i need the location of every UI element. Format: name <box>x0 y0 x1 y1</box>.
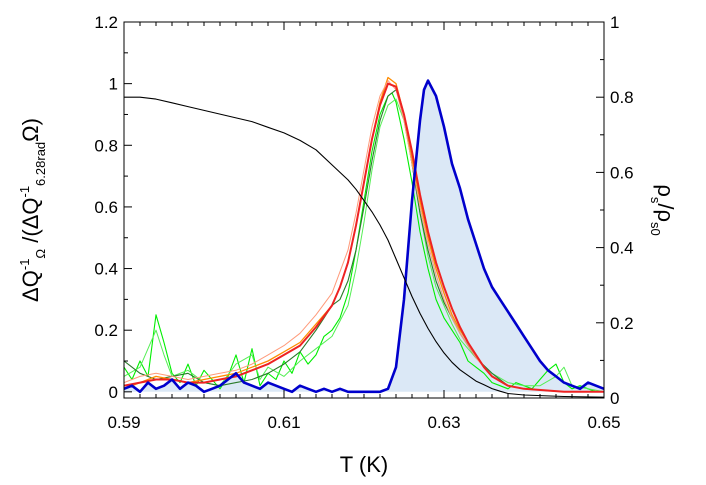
y2label-part-1: s <box>648 197 663 204</box>
y-tick-label-5: 1 <box>109 75 118 94</box>
y-tick-label-0: 0 <box>109 383 118 402</box>
ylabel-part-3: /(ΔQ <box>18 197 43 248</box>
y2-tick-label-4: 0.8 <box>610 88 634 107</box>
y2-tick-label-2: 0.4 <box>610 239 634 258</box>
series-line-7 <box>124 96 605 398</box>
x-tick-label-2: 0.63 <box>427 413 460 432</box>
y2-tick-label-5: 1 <box>610 13 619 32</box>
y2-axis-label: ρs/ρs0 <box>648 184 678 235</box>
ylabel-part-0: ΔQ <box>18 270 43 302</box>
ticks-layer: 0.59 0.61 0.63 0.6500.20.40.60.811.200.20.4… <box>94 13 633 432</box>
y2-tick-label-0: 0 <box>610 389 619 408</box>
series-area-6 <box>124 80 604 392</box>
y2label-part-3: s0 <box>648 222 663 236</box>
y-tick-label-1: 0.2 <box>94 321 118 340</box>
ylabel-part-1: -1 <box>17 259 32 271</box>
x-tick-label-1: 0.61 <box>267 413 300 432</box>
ylabel-part-6: Ω) <box>18 118 43 142</box>
series-line-6 <box>123 79 605 394</box>
area-layer <box>124 80 604 392</box>
x-tick-label-0: 0.59 <box>107 413 140 432</box>
ylabel-part-2: Ω <box>33 249 48 259</box>
y-tick-label-6: 1.2 <box>94 13 118 32</box>
ylabel-part-4: -1 <box>17 186 32 198</box>
y-tick-label-4: 0.8 <box>94 136 118 155</box>
y2-tick-label-3: 0.6 <box>610 163 634 182</box>
x-axis-label: T (K) <box>340 452 388 477</box>
series-line-5 <box>123 82 604 393</box>
y-tick-label-2: 0.4 <box>94 260 118 279</box>
y2label-part-2: /ρ <box>653 203 678 222</box>
series-line-4 <box>123 80 604 393</box>
series-layer <box>123 76 605 398</box>
y-tick-label-3: 0.6 <box>94 198 118 217</box>
y2label-part-0: ρ <box>653 184 678 197</box>
y-axis-label: ΔQ-1Ω /(ΔQ-16.28radΩ) <box>17 118 48 302</box>
x-tick-label-3: 0.65 <box>587 413 620 432</box>
y2-tick-label-1: 0.2 <box>610 314 634 333</box>
ylabel-part-5: 6.28rad <box>33 142 48 186</box>
